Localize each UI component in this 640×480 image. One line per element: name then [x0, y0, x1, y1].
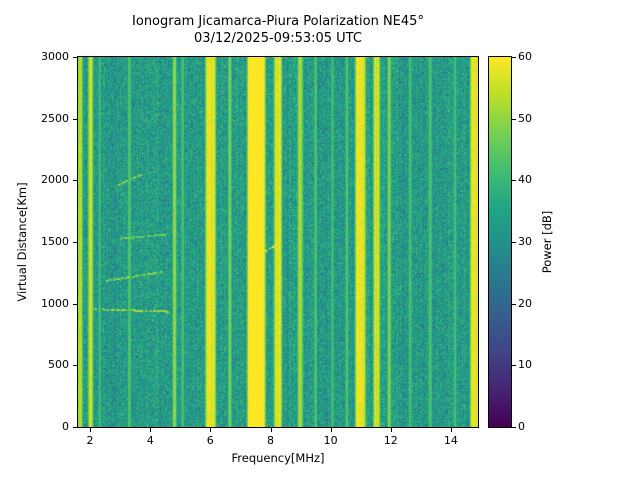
- y-tick-label: 1000: [41, 296, 69, 310]
- x-tick-mark: [390, 428, 392, 432]
- x-tick-mark: [270, 428, 272, 432]
- y-tick-mark: [73, 427, 77, 428]
- x-tick-label: 6: [206, 434, 214, 447]
- y-tick-label: 0: [62, 420, 69, 433]
- y-tick-mark: [73, 303, 77, 305]
- x-tick-label: 8: [267, 434, 274, 447]
- y-tick-label: 2500: [41, 111, 69, 125]
- y-tick-label: 1500: [41, 235, 69, 248]
- colorbar-tick-mark: [512, 427, 516, 428]
- colorbar-tick-label: 20: [518, 296, 532, 310]
- colorbar-tick-mark: [512, 242, 516, 243]
- y-tick-label: 500: [48, 358, 69, 372]
- colorbar-tick-label: 50: [518, 111, 532, 125]
- colorbar-tick-mark: [512, 180, 516, 182]
- colorbar-tick-mark: [512, 303, 516, 305]
- y-tick-mark: [73, 365, 77, 367]
- colorbar-label: Power [dB]: [540, 210, 554, 274]
- x-tick-mark: [150, 428, 152, 432]
- x-tick-mark: [90, 428, 91, 432]
- colorbar-tick-mark: [512, 118, 516, 120]
- y-tick-mark: [73, 242, 77, 243]
- x-tick-label: 14: [443, 434, 458, 447]
- x-tick-label: 12: [383, 434, 398, 447]
- x-tick-label: 10: [323, 434, 338, 447]
- x-tick-mark: [330, 428, 332, 432]
- colorbar: [488, 56, 512, 428]
- y-tick-mark: [73, 57, 77, 58]
- colorbar-tick-label: 60: [518, 50, 532, 63]
- y-tick-label: 3000: [41, 50, 69, 63]
- colorbar-tick-label: 30: [518, 235, 532, 248]
- x-tick-mark: [210, 428, 212, 432]
- colorbar-tick-label: 40: [518, 173, 532, 187]
- colorbar-tick-mark: [512, 365, 516, 367]
- chart-title: Ionogram Jicamarca-Piura Polarization NE…: [132, 14, 424, 29]
- x-tick-mark: [450, 428, 452, 432]
- colorbar-tick-label: 10: [518, 358, 532, 372]
- ionogram-heatmap: [77, 56, 479, 428]
- x-tick-label: 4: [146, 434, 154, 447]
- colorbar-tick-mark: [512, 57, 516, 58]
- x-axis-label: Frequency[MHz]: [231, 451, 325, 465]
- chart-subtitle: 03/12/2025-09:53:05 UTC: [194, 31, 362, 46]
- y-tick-mark: [73, 180, 77, 182]
- y-tick-mark: [73, 118, 77, 120]
- colorbar-tick-label: 0: [518, 420, 525, 433]
- y-tick-label: 2000: [41, 173, 69, 187]
- x-tick-label: 2: [86, 434, 94, 447]
